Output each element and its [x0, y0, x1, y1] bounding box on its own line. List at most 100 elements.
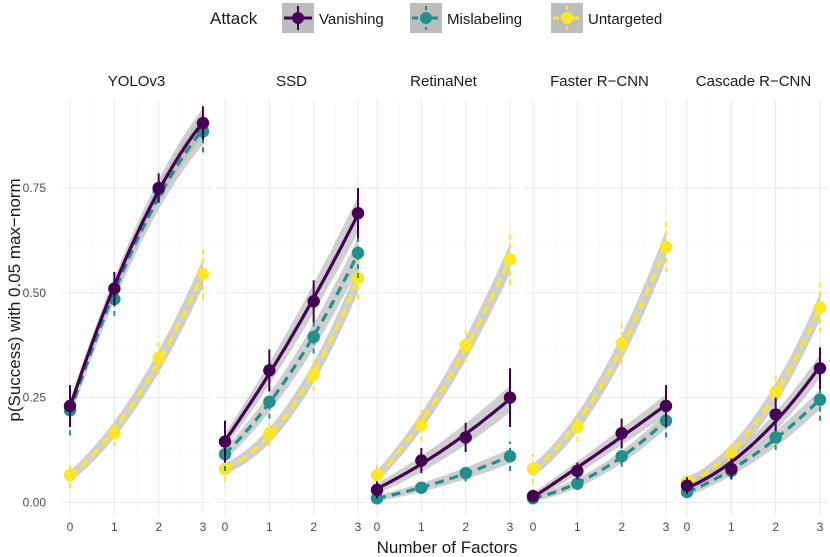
panel-title: YOLOv3 — [108, 73, 166, 90]
x-tick-label: 3 — [663, 520, 670, 534]
data-point — [152, 181, 165, 195]
legend-point-untargeted — [561, 12, 573, 24]
data-point — [370, 483, 384, 497]
data-point — [63, 468, 77, 482]
fit-line-mislabeling — [686, 398, 822, 494]
x-tick-label: 1 — [418, 520, 425, 534]
ribbon-untargeted — [533, 229, 666, 477]
fit-line-vanishing — [68, 121, 205, 408]
fit-line-vanishing — [686, 365, 822, 490]
data-point — [307, 295, 320, 308]
data-point — [152, 351, 165, 365]
series-vanishing — [370, 368, 517, 499]
series-untargeted — [526, 221, 673, 484]
panel-faster-r-cnn: Faster R−CNN 0 1 2 3 — [525, 73, 674, 534]
panel-title: RetinaNet — [410, 73, 478, 90]
panel-title: Faster R−CNN — [550, 73, 649, 90]
data-point — [415, 481, 428, 494]
data-point — [571, 464, 584, 478]
legend-point-mislabeling — [420, 12, 432, 24]
fit-line-untargeted — [531, 244, 668, 472]
legend-title: Attack — [210, 9, 258, 28]
x-tick-label: 1 — [574, 520, 581, 534]
panel-title: SSD — [276, 73, 307, 90]
panel-retinanet: RetinaNet 0 1 2 3 — [369, 73, 518, 534]
x-tick-label: 1 — [111, 520, 118, 534]
fit-line-mislabeling — [223, 252, 360, 456]
data-point — [769, 431, 782, 444]
data-point — [680, 479, 694, 492]
panel-cascade-r-cnn: Cascade R−CNN 0 1 2 3 — [679, 73, 828, 534]
x-tick-label: 1 — [728, 520, 735, 534]
ribbon-vanishing — [225, 196, 358, 448]
ribbon-untargeted — [70, 258, 203, 482]
legend-item-vanishing: Vanishing — [282, 3, 384, 33]
data-point — [725, 448, 738, 461]
y-tick-label: 0.25 — [23, 391, 47, 405]
data-point — [615, 450, 628, 463]
ribbon-vanishing — [377, 385, 510, 495]
x-tick-label: 0 — [530, 520, 537, 534]
data-point — [659, 399, 673, 413]
data-point — [615, 427, 628, 440]
data-point — [307, 330, 320, 344]
fit-line-mislabeling — [68, 128, 205, 414]
legend-item-untargeted: Untargeted — [551, 3, 662, 33]
series-vanishing — [680, 347, 827, 495]
x-tick-label: 0 — [67, 520, 74, 534]
data-point — [415, 418, 428, 432]
x-tick-label: 2 — [618, 520, 625, 534]
x-tick-label: 0 — [684, 520, 691, 534]
data-point — [813, 301, 827, 314]
ribbon-mislabeling — [377, 448, 510, 502]
fit-line-untargeted — [224, 278, 360, 470]
data-point — [459, 431, 472, 444]
x-tick-label: 3 — [200, 520, 207, 534]
fit-line-untargeted — [68, 272, 205, 478]
x-tick-label: 3 — [507, 520, 514, 534]
legend-label-untargeted: Untargeted — [588, 11, 662, 28]
data-point — [63, 399, 77, 413]
fit-line-vanishing — [532, 403, 667, 499]
data-point — [351, 246, 365, 260]
ribbon-mislabeling — [70, 113, 203, 419]
y-tick-label: 0.00 — [23, 495, 47, 509]
data-point — [351, 206, 365, 220]
data-point — [108, 282, 121, 295]
x-tick-label: 2 — [462, 520, 469, 534]
y-tick-label: 0.75 — [23, 181, 47, 195]
legend-label-mislabeling: Mislabeling — [447, 11, 522, 28]
series-vanishing — [218, 188, 365, 463]
y-tick-label: 0.50 — [23, 286, 47, 300]
series-vanishing — [526, 385, 673, 503]
y-axis-title: p(Success) with 0.05 max−norm — [5, 178, 24, 421]
fit-line-untargeted — [375, 257, 512, 478]
series-untargeted — [680, 282, 827, 490]
x-tick-label: 2 — [155, 520, 162, 534]
x-axis-title: Number of Factors — [377, 538, 518, 557]
legend: Attack Vanishing Mislabeling Untargeted — [210, 3, 662, 33]
data-point — [196, 267, 210, 281]
data-point — [526, 489, 540, 503]
data-point — [459, 466, 472, 480]
data-point — [615, 336, 628, 350]
panel-ssd: SSD 0 1 2 3 — [217, 73, 366, 534]
data-point — [370, 468, 384, 482]
series-vanishing — [63, 106, 210, 427]
fit-line-mislabeling — [376, 454, 511, 500]
data-point — [571, 477, 584, 490]
data-point — [307, 368, 320, 381]
data-point — [263, 427, 276, 440]
data-point — [813, 362, 827, 375]
x-tick-label: 2 — [310, 520, 317, 534]
data-point — [263, 364, 276, 377]
data-point — [769, 408, 782, 421]
data-point — [415, 454, 428, 467]
data-point — [769, 385, 782, 398]
legend-label-vanishing: Vanishing — [319, 11, 384, 28]
legend-item-mislabeling: Mislabeling — [410, 3, 522, 33]
data-point — [503, 253, 517, 266]
fit-line-vanishing — [223, 213, 360, 442]
fit-line-vanishing — [376, 397, 512, 491]
